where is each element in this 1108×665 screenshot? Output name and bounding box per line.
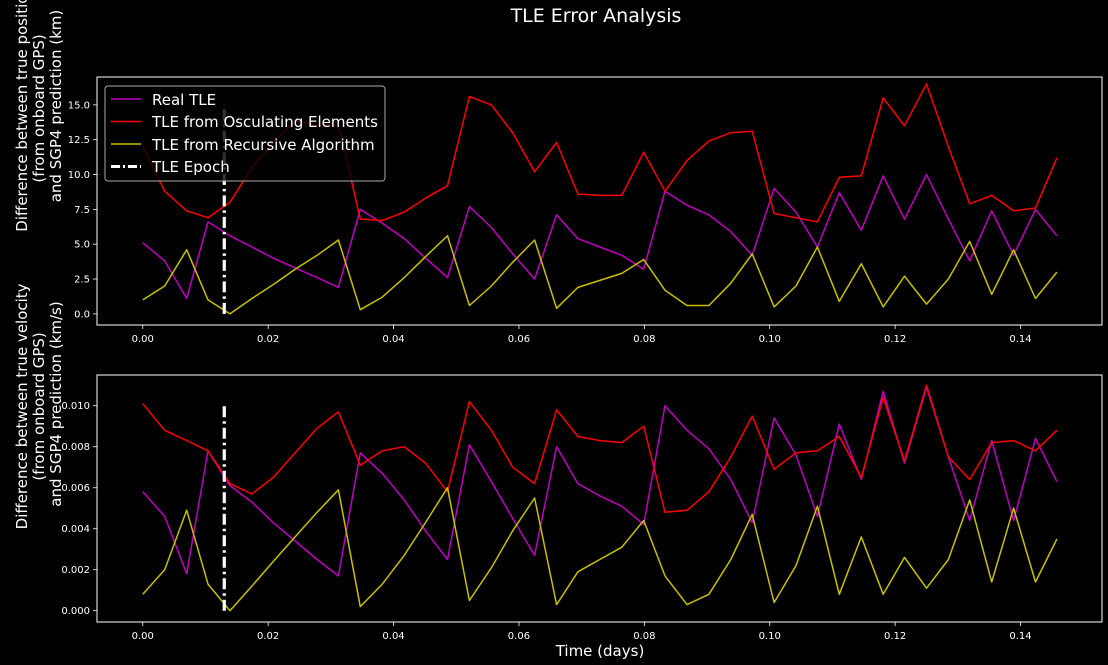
velocity-ytick-label: 0.004 — [61, 524, 90, 535]
position-xtick-label: 0.08 — [633, 334, 655, 345]
velocity-ytick-label: 0.006 — [61, 483, 90, 494]
velocity-xtick-label: 0.12 — [884, 631, 906, 642]
position-ytick-label: 0.0 — [74, 309, 90, 320]
position-ytick-label: 7.5 — [74, 205, 90, 216]
velocity-xtick-label: 0.02 — [257, 631, 279, 642]
x-axis-label: Time (days) — [555, 642, 645, 660]
position-xtick-label: 0.00 — [132, 334, 154, 345]
position-xtick-label: 0.12 — [884, 334, 906, 345]
velocity-xtick-label: 0.00 — [132, 631, 154, 642]
velocity-y-axis-label: Difference between true velocity (from o… — [13, 279, 65, 530]
legend-label-recursive: TLE from Recursive Algorithm — [151, 136, 375, 154]
position-error-plot: 0.00 0.02 0.04 0.06 0.08 0.10 0.12 0.14 0.0 2.5 5… — [13, 0, 1103, 345]
velocity-series-tle-from-recursive-algorithm — [142, 486, 1058, 612]
velocity-ytick-label: 0.010 — [61, 401, 90, 412]
velocity-xtick-label: 0.06 — [508, 631, 530, 642]
position-series-tle-from-recursive-algorithm — [142, 235, 1058, 315]
velocity-ytick-label: 0.008 — [61, 442, 90, 453]
position-ytick-label: 12.5 — [68, 135, 90, 146]
velocity-y-label-line-1: Difference between true velocity — [13, 283, 31, 529]
velocity-xtick-label: 0.04 — [382, 631, 404, 642]
legend-label-osculating: TLE from Osculating Elements — [151, 113, 378, 131]
position-ytick-label: 15.0 — [68, 100, 90, 111]
velocity-ytick-label: 0.000 — [61, 606, 90, 617]
position-ytick-label: 5.0 — [74, 240, 90, 251]
position-y-label-line-1: Difference between true position — [13, 0, 31, 232]
velocity-x-ticks: 0.00 0.02 0.04 0.06 0.08 0.10 0.12 0.14 — [132, 622, 1032, 642]
position-xtick-label: 0.04 — [382, 334, 404, 345]
position-xtick-label: 0.02 — [257, 334, 279, 345]
position-x-ticks: 0.00 0.02 0.04 0.06 0.08 0.10 0.12 0.14 — [132, 325, 1032, 345]
velocity-series-layer — [142, 384, 1058, 612]
velocity-y-ticks: 0.000 0.002 0.004 0.006 0.008 0.010 — [61, 401, 97, 617]
velocity-xtick-label: 0.08 — [633, 631, 655, 642]
position-xtick-label: 0.06 — [508, 334, 530, 345]
legend-box — [104, 85, 386, 182]
velocity-error-plot: 0.00 0.02 0.04 0.06 0.08 0.10 0.12 0.14 0.0000.… — [13, 279, 1103, 660]
position-y-label-line-2: (from onboard GPS) — [30, 34, 48, 182]
position-xtick-label: 0.14 — [1009, 334, 1031, 345]
velocity-series-real-tle — [142, 386, 1058, 577]
velocity-ytick-label: 0.002 — [61, 565, 90, 576]
position-y-label-line-3: and SGP4 prediction (km) — [47, 10, 65, 203]
velocity-xtick-label: 0.14 — [1009, 631, 1031, 642]
velocity-axes-frame — [96, 374, 1103, 623]
legend-label-epoch: TLE Epoch — [151, 158, 230, 176]
figure-title: TLE Error Analysis — [510, 5, 682, 27]
position-legend: Real TLE TLE from Osculating Elements TL… — [104, 85, 386, 182]
velocity-y-label-line-3: and SGP4 prediction (km/s) — [47, 301, 65, 506]
legend-label-real-tle: Real TLE — [152, 91, 216, 109]
position-ytick-label: 2.5 — [74, 275, 90, 286]
position-y-axis-label: Difference between true position (from o… — [13, 0, 65, 232]
position-ytick-label: 10.0 — [68, 170, 90, 181]
velocity-xtick-label: 0.10 — [759, 631, 781, 642]
position-xtick-label: 0.10 — [759, 334, 781, 345]
position-series-real-tle — [142, 173, 1058, 300]
velocity-series-tle-from-osculating-elements — [142, 384, 1058, 514]
position-y-ticks: 0.0 2.5 5.0 7.5 10.0 12.5 15.0 — [68, 100, 97, 320]
velocity-y-label-line-2: (from onboard GPS) — [30, 332, 48, 480]
position-axes-frame — [96, 76, 1103, 326]
